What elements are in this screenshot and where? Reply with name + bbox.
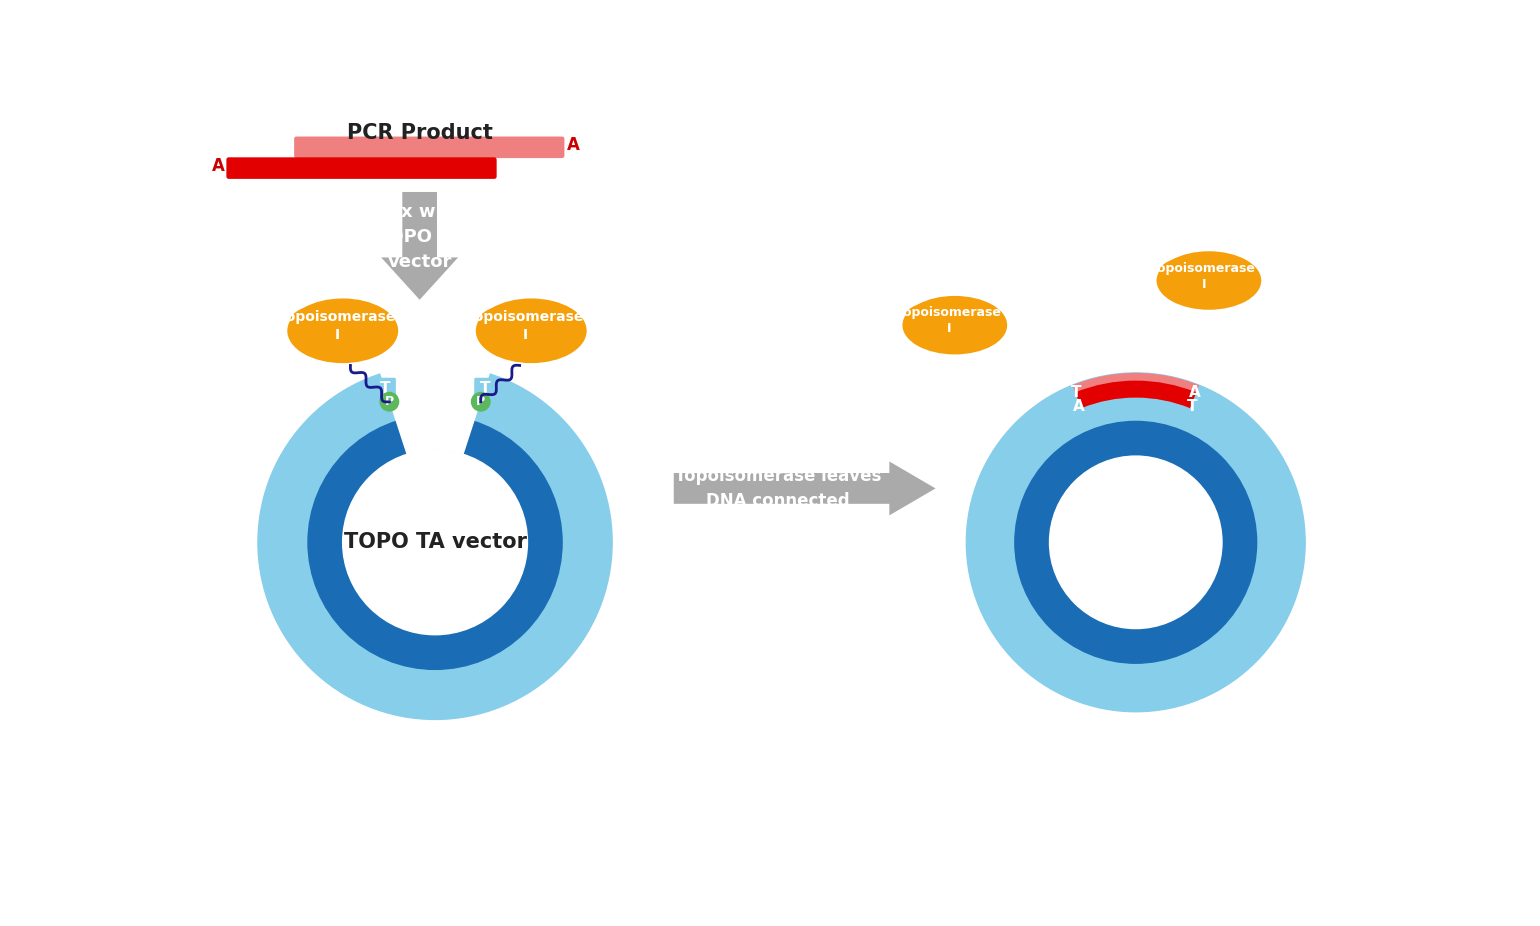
Text: Topoisomerase
I: Topoisomerase I — [279, 310, 396, 342]
Text: T: T — [1187, 399, 1198, 414]
Text: Topoisomerase
I: Topoisomerase I — [898, 307, 1003, 335]
FancyBboxPatch shape — [474, 378, 496, 399]
Polygon shape — [675, 461, 936, 516]
Ellipse shape — [288, 298, 399, 363]
Text: T: T — [480, 381, 490, 396]
Text: Topoisomerase
I: Topoisomerase I — [1152, 262, 1257, 291]
Circle shape — [259, 365, 611, 720]
Text: TOPO TA vector: TOPO TA vector — [343, 532, 527, 552]
Ellipse shape — [290, 305, 357, 337]
Text: A: A — [1189, 384, 1201, 400]
Circle shape — [380, 393, 399, 411]
Wedge shape — [1072, 373, 1200, 408]
Text: Topoisomerase
I: Topoisomerase I — [467, 310, 584, 342]
Text: A: A — [1073, 399, 1084, 414]
Ellipse shape — [1160, 257, 1223, 286]
Circle shape — [1050, 457, 1223, 629]
FancyBboxPatch shape — [374, 378, 396, 399]
Wedge shape — [380, 364, 490, 455]
Text: T: T — [1072, 384, 1083, 400]
Text: Topoisomerase leaves
DNA connected: Topoisomerase leaves DNA connected — [675, 467, 881, 510]
Ellipse shape — [1157, 251, 1261, 310]
Text: A: A — [211, 156, 225, 175]
Circle shape — [308, 415, 562, 669]
Text: PCR Product: PCR Product — [346, 122, 493, 143]
Ellipse shape — [902, 296, 1007, 355]
Text: P: P — [385, 395, 394, 408]
FancyBboxPatch shape — [294, 136, 564, 158]
Circle shape — [342, 450, 527, 634]
Circle shape — [1019, 427, 1250, 657]
FancyBboxPatch shape — [226, 157, 496, 179]
Ellipse shape — [906, 302, 969, 331]
Text: T: T — [380, 381, 390, 396]
Circle shape — [314, 420, 557, 664]
Text: A: A — [567, 136, 581, 154]
Ellipse shape — [476, 298, 587, 363]
Polygon shape — [382, 192, 459, 300]
Text: Mix with
TOPO TA
vector: Mix with TOPO TA vector — [376, 203, 464, 270]
Text: P: P — [476, 395, 485, 408]
Wedge shape — [1075, 381, 1197, 408]
Ellipse shape — [479, 305, 545, 337]
Circle shape — [471, 393, 490, 411]
Circle shape — [1015, 421, 1257, 663]
Circle shape — [967, 373, 1306, 712]
